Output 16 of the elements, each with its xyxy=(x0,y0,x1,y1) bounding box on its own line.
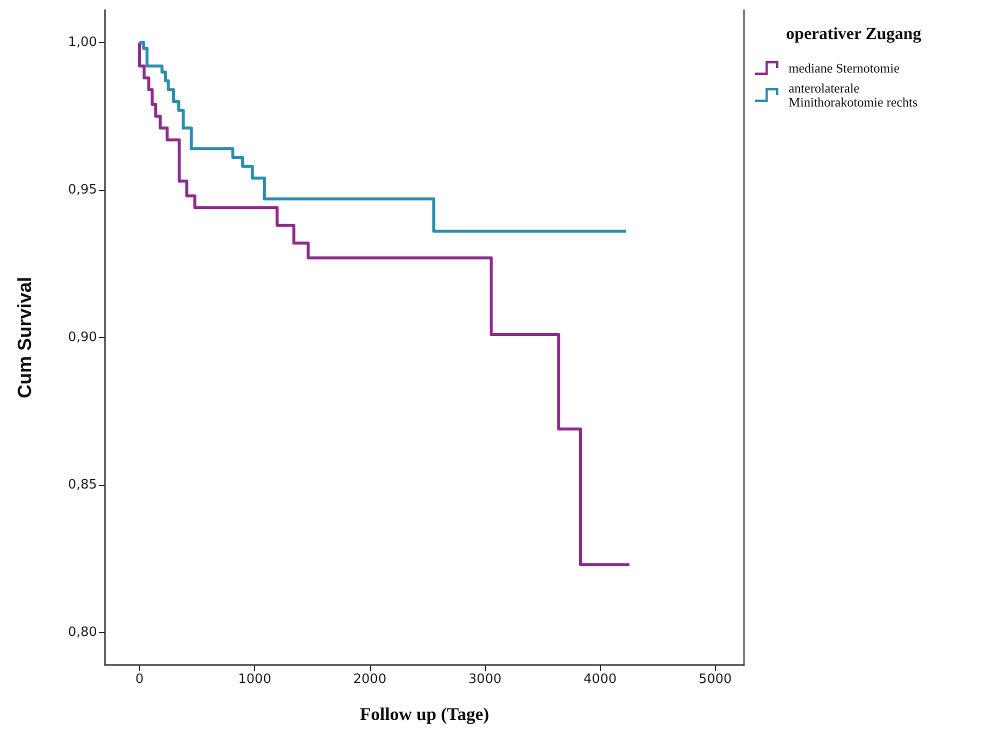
y-tick-label: 0,90 xyxy=(68,330,97,345)
y-axis-title: Cum Survival xyxy=(15,276,36,398)
y-tick-label: 0,95 xyxy=(68,182,97,198)
legend-title: operativer Zugang xyxy=(786,24,922,43)
y-tick-label: 0,80 xyxy=(68,625,97,640)
x-tick-label: 4000 xyxy=(584,672,617,687)
x-tick-label: 5000 xyxy=(698,672,732,687)
x-tick-label: 1000 xyxy=(238,672,272,687)
x-tick-label: 3000 xyxy=(468,672,502,687)
legend-label: anterolaterale Minithorakotomie rechts xyxy=(788,80,918,110)
legend-label: mediane Sternotomie xyxy=(788,60,900,76)
y-tick-label: 1,00 xyxy=(68,34,97,50)
x-tick-label: 0 xyxy=(135,672,144,687)
x-axis-title: Follow up (Tage) xyxy=(360,704,490,724)
x-tick-label: 2000 xyxy=(353,672,386,687)
y-tick-label: 0,85 xyxy=(68,478,97,493)
